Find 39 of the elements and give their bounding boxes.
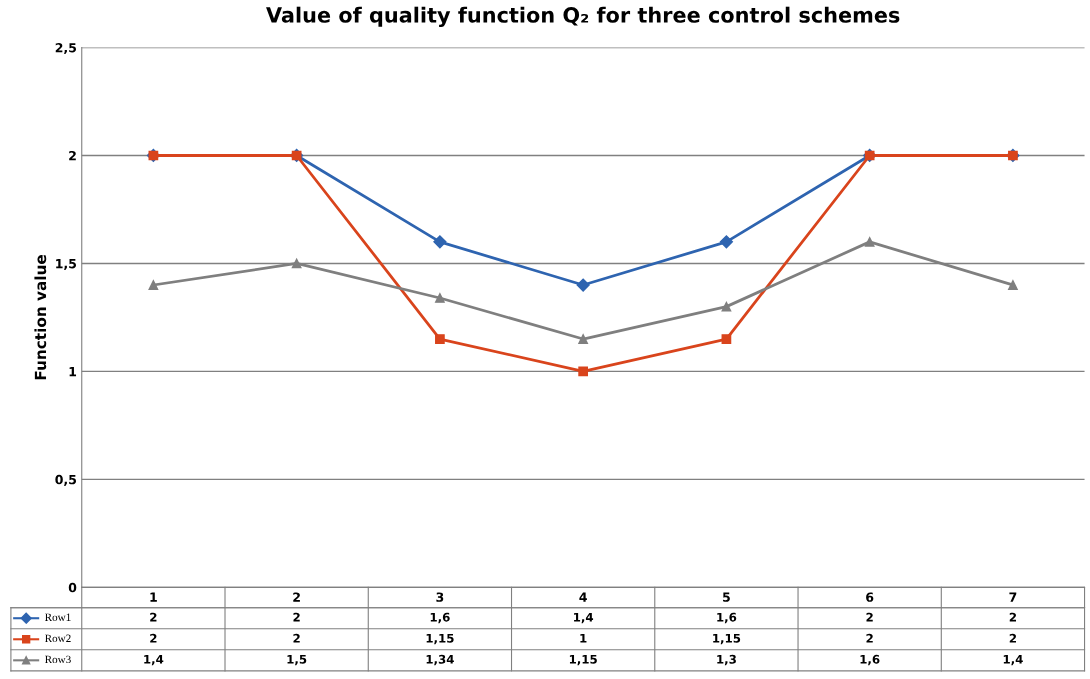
data-label: 1,15 bbox=[713, 633, 741, 645]
data-label: 1,6 bbox=[717, 612, 737, 624]
data-label: 2 bbox=[866, 633, 873, 643]
y-tick-label: 1,5 bbox=[56, 259, 77, 270]
legend-label: Row2 bbox=[45, 634, 71, 643]
x-tick-label: 6 bbox=[866, 592, 874, 602]
data-label: 1 bbox=[580, 633, 587, 643]
x-tick-label: 4 bbox=[579, 592, 587, 602]
data-label: 1,34 bbox=[426, 654, 454, 666]
y-tick-label: 0 bbox=[68, 582, 77, 593]
data-label: 2 bbox=[293, 612, 300, 622]
legend-label: Row1 bbox=[45, 613, 71, 622]
x-tick-label: 3 bbox=[436, 592, 444, 602]
y-tick-label: 0,5 bbox=[55, 474, 77, 486]
x-tick-label: 5 bbox=[723, 592, 730, 602]
data-label: 2 bbox=[150, 612, 157, 622]
data-label: 1,6 bbox=[430, 612, 450, 624]
data-label: 1,15 bbox=[426, 633, 454, 645]
y-tick-label: 1 bbox=[69, 367, 77, 377]
data-label: 1,4 bbox=[144, 654, 164, 666]
x-tick-label: 1 bbox=[150, 592, 157, 602]
data-label: 1,15 bbox=[569, 654, 597, 666]
chart-title: Value of quality function Q₂ for three control schemes bbox=[266, 6, 900, 28]
data-label: 2 bbox=[1009, 633, 1016, 643]
data-label: 2 bbox=[150, 633, 157, 643]
y-tick-label: 2 bbox=[69, 150, 76, 161]
data-label: 1,5 bbox=[287, 654, 307, 666]
y-tick-label: 2,5 bbox=[55, 43, 77, 55]
legend-label: Row3 bbox=[45, 655, 71, 664]
data-label: 1,4 bbox=[574, 612, 594, 624]
data-label: 1,4 bbox=[1003, 654, 1023, 666]
data-label: 2 bbox=[293, 633, 300, 643]
data-label: 2 bbox=[866, 612, 873, 622]
data-label: 1,3 bbox=[717, 654, 736, 666]
x-tick-label: 7 bbox=[1009, 592, 1017, 602]
y-axis-title: Function value bbox=[34, 254, 47, 380]
x-tick-label: 2 bbox=[293, 592, 300, 602]
data-label: 2 bbox=[1009, 612, 1016, 622]
data-label: 1,6 bbox=[860, 654, 880, 666]
